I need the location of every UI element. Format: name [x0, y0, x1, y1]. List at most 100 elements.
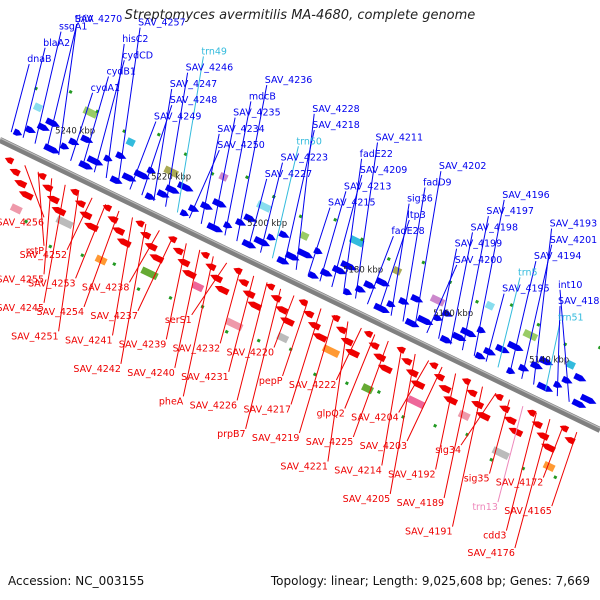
gene-label: SAV_4256	[0, 217, 44, 228]
leader-line	[438, 248, 458, 339]
marker-dot	[80, 253, 85, 258]
gene-label: prpB7	[217, 429, 246, 440]
reverse-gene-arrow	[345, 349, 361, 359]
leader-line	[414, 171, 442, 328]
gene-label: SAV_4247	[170, 79, 218, 90]
gene-label: SAV_4211	[376, 133, 424, 144]
gene-label: thiA	[75, 14, 94, 25]
forward-gene-arrow	[451, 331, 467, 342]
leader-line	[545, 322, 561, 391]
marker-dot	[298, 214, 303, 219]
forward-gene-arrow	[571, 398, 587, 408]
leader-line	[282, 301, 308, 377]
reverse-gene-arrow	[144, 243, 158, 252]
gene-label: trn5	[518, 267, 538, 278]
reverse-gene-arrow	[429, 362, 439, 370]
tick-label: 5160 kbp	[433, 309, 473, 319]
annotation-block	[429, 294, 446, 307]
forward-gene-arrow	[459, 326, 477, 338]
annotation-block	[391, 266, 403, 276]
leader-line	[153, 88, 173, 202]
reverse-gene-arrow	[401, 358, 413, 366]
leader-line	[390, 203, 410, 316]
marker-dot	[312, 372, 317, 377]
leader-line	[58, 191, 80, 332]
gene-label: SAV_4246	[186, 63, 234, 74]
gene-label: cydB1	[107, 67, 136, 78]
reverse-gene-arrow	[275, 306, 289, 315]
gene-label: SAV_4176	[467, 548, 515, 559]
leader-line	[295, 113, 315, 270]
marker-dot	[224, 329, 229, 334]
reverse-gene-arrow	[107, 216, 119, 224]
forward-gene-arrow	[156, 189, 170, 198]
leader-line	[450, 232, 473, 345]
gene-label: SAV_4235	[233, 108, 281, 119]
tick-label: 5140 kbp	[529, 355, 569, 365]
leader-line	[473, 199, 505, 356]
gene-label: ltp3	[407, 210, 425, 221]
annotation-block	[542, 460, 556, 473]
forward-gene-arrow	[506, 340, 524, 351]
forward-gene-arrow	[199, 201, 213, 210]
leader-line	[219, 269, 241, 344]
forward-gene-arrow	[68, 137, 80, 146]
reverse-gene-arrow	[541, 443, 556, 453]
gene-label: SAV_4189	[397, 498, 445, 509]
annotation-block	[225, 317, 244, 332]
gene-label: sig34	[435, 445, 461, 456]
marker-dot	[474, 299, 480, 304]
gene-label: SAV_4241	[65, 335, 113, 346]
leader-line	[43, 178, 53, 275]
reverse-gene-arrow	[461, 378, 472, 386]
annotation-block	[125, 137, 136, 147]
reverse-gene-arrow	[331, 315, 341, 323]
gene-label: SAV_4239	[119, 339, 167, 350]
reverse-gene-arrow	[405, 369, 419, 378]
reverse-gene-arrow	[475, 412, 491, 422]
forward-gene-arrow	[121, 172, 137, 182]
marker-dot	[244, 175, 250, 180]
gene-label: SAV_4227	[265, 169, 313, 180]
leader-line	[10, 63, 30, 133]
forward-gene-arrow	[45, 117, 60, 127]
forward-gene-arrow	[342, 288, 353, 296]
leader-line	[37, 171, 45, 246]
reverse-gene-arrow	[298, 299, 309, 307]
accession-text: Accession: NC_003155	[8, 574, 145, 588]
leader-line	[120, 223, 147, 364]
forward-gene-arrow	[109, 175, 123, 184]
gene-label: SAV_4165	[504, 506, 552, 517]
reverse-gene-arrow	[471, 400, 485, 410]
gene-label: SAV_4203	[360, 441, 408, 452]
marker-dot	[563, 342, 568, 347]
leader-line	[224, 101, 252, 236]
marker-dot	[68, 89, 73, 94]
leader-line	[248, 178, 268, 248]
annotation-block	[406, 395, 426, 409]
reverse-gene-arrow	[312, 333, 328, 343]
leader-line	[105, 43, 125, 179]
marker-dot	[359, 237, 365, 242]
leader-line	[505, 412, 537, 531]
gene-label: pepP	[259, 376, 283, 387]
forward-gene-arrow	[253, 235, 271, 247]
gene-label: SAV_4222	[289, 380, 337, 391]
gene-label: SAV_4196	[502, 190, 550, 201]
annotation-block	[361, 383, 374, 395]
forward-gene-arrow	[416, 314, 434, 325]
annotation-block	[9, 203, 23, 215]
leader-line	[236, 282, 268, 401]
leader-line	[165, 72, 189, 207]
marker-dot	[553, 475, 558, 480]
gene-label: SAV_4188	[558, 296, 600, 307]
leader-line	[182, 256, 214, 397]
leader-line	[460, 392, 497, 446]
leader-line	[497, 405, 524, 503]
reverse-gene-arrow	[135, 220, 145, 228]
gene-label: SAV_4219	[252, 433, 300, 444]
reverse-gene-arrow	[233, 267, 243, 275]
gene-label: SAV_4226	[190, 400, 238, 411]
leader-line	[559, 289, 570, 402]
